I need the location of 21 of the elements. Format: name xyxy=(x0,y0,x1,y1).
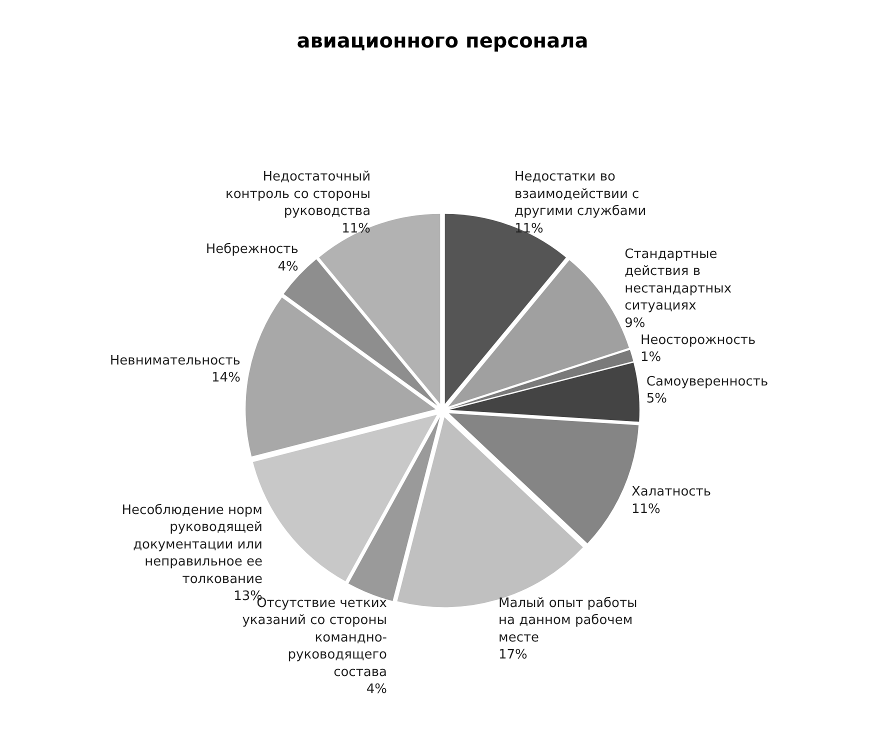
data-label: 11% xyxy=(514,221,544,236)
data-label: 4% xyxy=(366,682,388,698)
slice-label: Небрежность xyxy=(206,242,298,258)
data-label: 17% xyxy=(498,648,528,663)
data-label: 11% xyxy=(631,502,660,517)
data-label: 1% xyxy=(640,350,662,366)
slice-label: Невнимательность xyxy=(110,353,240,368)
slice-label: Несоблюдение норм руководящей документации или неправильное ее толкование xyxy=(122,502,263,587)
data-label: 11% xyxy=(342,221,371,236)
slice-label: Стандартные действия в нестандартных ситуациях xyxy=(624,246,732,314)
slice-label: Недостаточный контроль со стороны руководства xyxy=(225,170,371,220)
data-label: 5% xyxy=(646,392,668,407)
data-label: 9% xyxy=(624,316,646,331)
slice-label: Малый опыт работы на данном рабочем месте xyxy=(498,596,638,646)
slice-label: Недостатки во взаимодействии с другими службами xyxy=(514,170,646,220)
slice-label: Самоуверенность xyxy=(646,374,768,390)
slice-label: Халатность xyxy=(631,484,712,500)
chart-title: авиационного персонала xyxy=(296,28,588,52)
data-label: 14% xyxy=(212,370,240,386)
slice-label: Неосторожность xyxy=(640,332,756,348)
data-label: 4% xyxy=(278,259,298,274)
